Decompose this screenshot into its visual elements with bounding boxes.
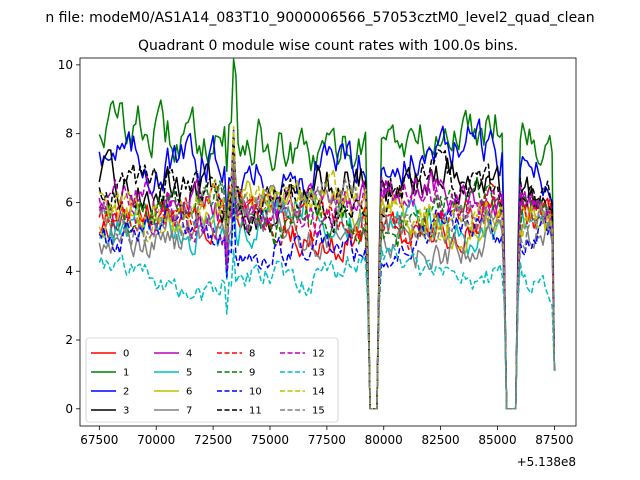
series-line-2 [98,118,556,410]
legend-label-12: 12 [312,349,325,360]
y-axis: 0 2 4 6 8 10 [58,58,80,416]
chart-title: Quadrant 0 module wise count rates with … [138,38,518,54]
legend-label-5: 5 [186,368,192,379]
series-line-12 [98,156,556,410]
x-tick-label: 82500 [422,433,460,447]
y-tick-label: 2 [65,333,73,347]
plot-frame [79,57,577,427]
series-line-7 [98,169,556,410]
legend-frame [85,337,339,423]
y-tick-label: 4 [65,264,73,278]
y-tick-label: 8 [65,127,73,141]
legend-label-10: 10 [249,387,262,398]
x-tick-label: 87500 [535,433,573,447]
legend-label-4: 4 [186,349,192,360]
legend-label-9: 9 [249,368,255,379]
legend-label-13: 13 [312,368,325,379]
series-line-10 [98,202,556,410]
x-tick-label: 72500 [194,433,232,447]
x-axis: 67500 70000 72500 75000 77500 80000 82500 85000… [80,426,573,447]
legend-label-8: 8 [249,349,255,360]
series-line-8 [98,152,556,410]
x-tick-label: 77500 [308,433,346,447]
series-line-13 [98,245,556,410]
legend-label-11: 11 [249,406,262,417]
series-line-9 [98,161,556,410]
x-offset-label: +5.138e8 [517,455,576,469]
figure-suptitle: n file: modeM0/AS1A14_083T10_9000006566_… [45,10,594,26]
legend-label-15: 15 [312,406,325,417]
legend-label-3: 3 [123,406,129,417]
legend-label-2: 2 [123,387,129,398]
legend-label-0: 0 [123,349,129,360]
y-tick-label: 6 [65,195,73,209]
legend-label-1: 1 [123,368,129,379]
x-tick-label: 85000 [478,433,516,447]
x-tick-label: 75000 [251,433,289,447]
series-layer [98,58,556,410]
series-line-11 [98,149,556,410]
y-tick-label: 10 [58,58,73,72]
legend-label-14: 14 [312,387,325,398]
legend-label-7: 7 [186,406,192,417]
x-tick-label: 80000 [365,433,403,447]
x-tick-label: 70000 [137,433,175,447]
legend-label-6: 6 [186,387,192,398]
x-tick-label: 67500 [80,433,118,447]
y-tick-label: 0 [65,402,73,416]
series-line-15 [98,155,556,410]
